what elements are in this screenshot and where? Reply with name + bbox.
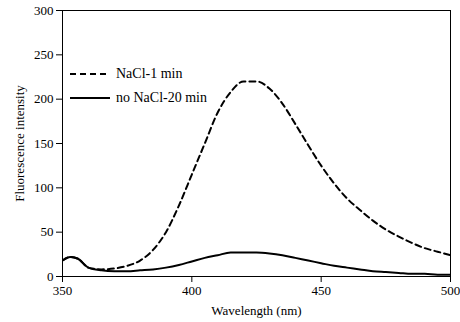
svg-text:0: 0 [47, 269, 54, 284]
svg-text:50: 50 [41, 224, 54, 239]
svg-text:Fluorescence intensity: Fluorescence intensity [12, 85, 27, 202]
svg-text:200: 200 [34, 91, 54, 106]
html-text:no NaCl-20 min: no NaCl-20 min [116, 90, 207, 105]
svg-text:100: 100 [34, 180, 54, 195]
svg-text:300: 300 [34, 3, 54, 18]
svg-text:150: 150 [34, 136, 54, 151]
svg-text:450: 450 [311, 283, 331, 298]
svg-text:Wavelength (nm): Wavelength (nm) [211, 303, 301, 318]
html-text:NaCl-1 min: NaCl-1 min [116, 66, 183, 81]
svg-text:400: 400 [182, 283, 202, 298]
svg-text:500: 500 [441, 283, 460, 298]
svg-text:350: 350 [53, 283, 73, 298]
svg-text:250: 250 [34, 47, 54, 62]
